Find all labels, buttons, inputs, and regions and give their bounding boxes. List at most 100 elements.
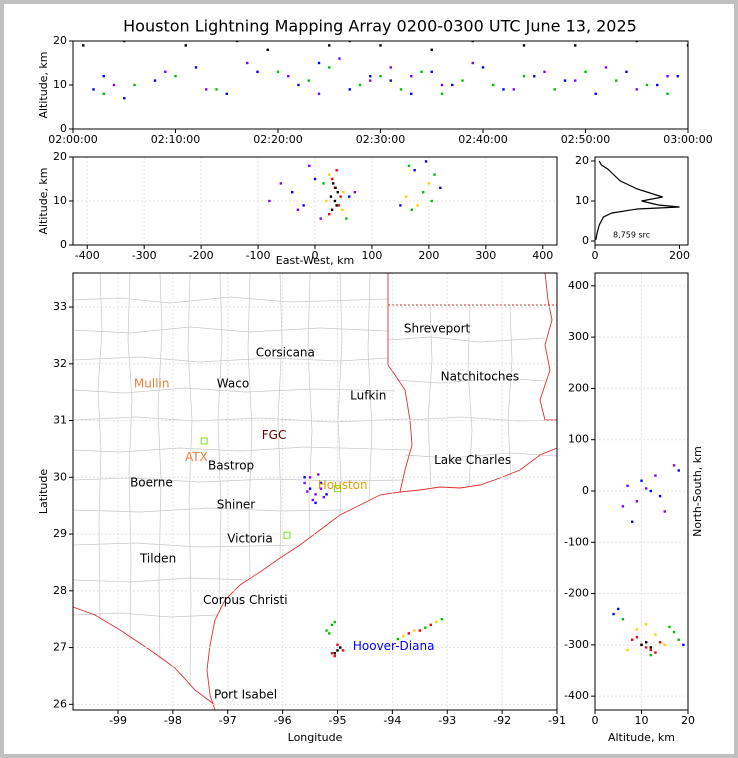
y-tick-label: 30 <box>53 470 67 483</box>
y-tick-label: 20 <box>53 34 67 47</box>
source-point <box>471 61 474 65</box>
source-point <box>303 476 306 479</box>
x-tick-label: -91 <box>548 714 566 727</box>
source-point <box>328 44 331 47</box>
rio-grande <box>73 606 216 706</box>
source-point <box>325 199 328 203</box>
source-point <box>429 623 432 627</box>
source-point <box>319 217 322 220</box>
source-point <box>439 186 442 189</box>
source-point <box>314 501 317 505</box>
city-label: Mullin <box>134 377 170 391</box>
source-point <box>339 646 342 649</box>
city-label: Port Isabel <box>214 688 277 702</box>
source-point <box>322 182 325 185</box>
map-background <box>73 273 557 710</box>
source-point <box>640 643 643 647</box>
source-point <box>287 75 290 78</box>
y-tick-label: -200 <box>564 587 589 600</box>
source-point <box>410 208 413 211</box>
source-point <box>413 169 416 172</box>
source-point <box>332 182 335 185</box>
source-point <box>322 495 325 499</box>
source-point <box>617 607 620 611</box>
x-tick-label: 0 <box>312 249 319 262</box>
source-point <box>410 75 413 78</box>
source-point <box>302 204 305 207</box>
source-point <box>635 88 638 91</box>
source-point <box>440 92 444 95</box>
source-count: 8,759 src <box>613 231 650 240</box>
source-point <box>666 75 669 78</box>
source-point <box>410 92 413 95</box>
source-point <box>330 652 334 655</box>
x-tick-label: 02:40:00 <box>458 133 507 146</box>
source-point <box>594 92 597 95</box>
source-point <box>644 487 648 490</box>
city-label: Corsicana <box>256 346 315 360</box>
axes-frame <box>594 156 689 246</box>
source-point <box>123 97 126 100</box>
source-point <box>358 83 362 87</box>
mississippi-border <box>539 273 557 421</box>
source-point <box>328 66 331 69</box>
y-tick-label: 300 <box>568 330 589 343</box>
source-point <box>663 643 666 647</box>
source-point <box>389 79 392 82</box>
y-tick-label: 28 <box>53 584 67 597</box>
x-tick-label: 02:50:00 <box>561 133 610 146</box>
source-point <box>433 173 436 176</box>
y-tick-label: 31 <box>53 414 67 427</box>
x-tick-label: 0 <box>592 249 599 262</box>
source-point <box>492 83 495 87</box>
x-tick-label: 200 <box>418 249 439 262</box>
plot-area <box>82 41 688 100</box>
source-point <box>308 487 312 490</box>
y-tick-label: 20 <box>53 150 67 163</box>
source-point <box>640 479 643 482</box>
source-point <box>307 79 310 82</box>
source-point <box>297 83 300 87</box>
source-point <box>102 75 105 78</box>
source-point <box>502 88 505 91</box>
source-point <box>306 490 309 493</box>
x-tick-label: -400 <box>75 249 100 262</box>
source-point <box>215 88 218 91</box>
x-tick-label: 02:00:00 <box>48 133 97 146</box>
source-point <box>656 83 659 87</box>
source-point <box>328 173 331 176</box>
source-point <box>333 620 336 624</box>
source-point <box>543 70 546 73</box>
source-point <box>399 204 402 207</box>
x-tick-label: 100 <box>361 249 382 262</box>
x-tick-label: 10 <box>635 714 649 727</box>
axes-frame <box>594 272 689 711</box>
source-point <box>407 632 411 635</box>
source-point <box>621 505 625 508</box>
source-point <box>612 612 615 616</box>
source-point <box>654 633 657 636</box>
source-point <box>396 637 400 641</box>
source-point <box>522 75 526 78</box>
source-point <box>348 88 351 91</box>
source-point <box>574 79 577 82</box>
source-point <box>413 629 416 632</box>
station <box>200 437 208 445</box>
source-point <box>635 635 639 639</box>
source-point <box>635 41 638 43</box>
source-point <box>317 92 321 95</box>
source-point <box>335 169 338 172</box>
x-tick-label: 400 <box>532 249 553 262</box>
y-axis-label: North-South, km <box>691 446 704 537</box>
source-point <box>174 75 177 78</box>
x-tick-label: 03:00:00 <box>663 133 712 146</box>
source-point <box>369 79 372 82</box>
source-point <box>389 66 392 69</box>
source-point <box>256 70 259 73</box>
y-tick-label: 0 <box>60 122 67 135</box>
source-point <box>325 493 328 496</box>
x-tick-label: -93 <box>438 714 456 727</box>
x-tick-label: 200 <box>669 249 690 262</box>
source-point <box>625 70 628 73</box>
